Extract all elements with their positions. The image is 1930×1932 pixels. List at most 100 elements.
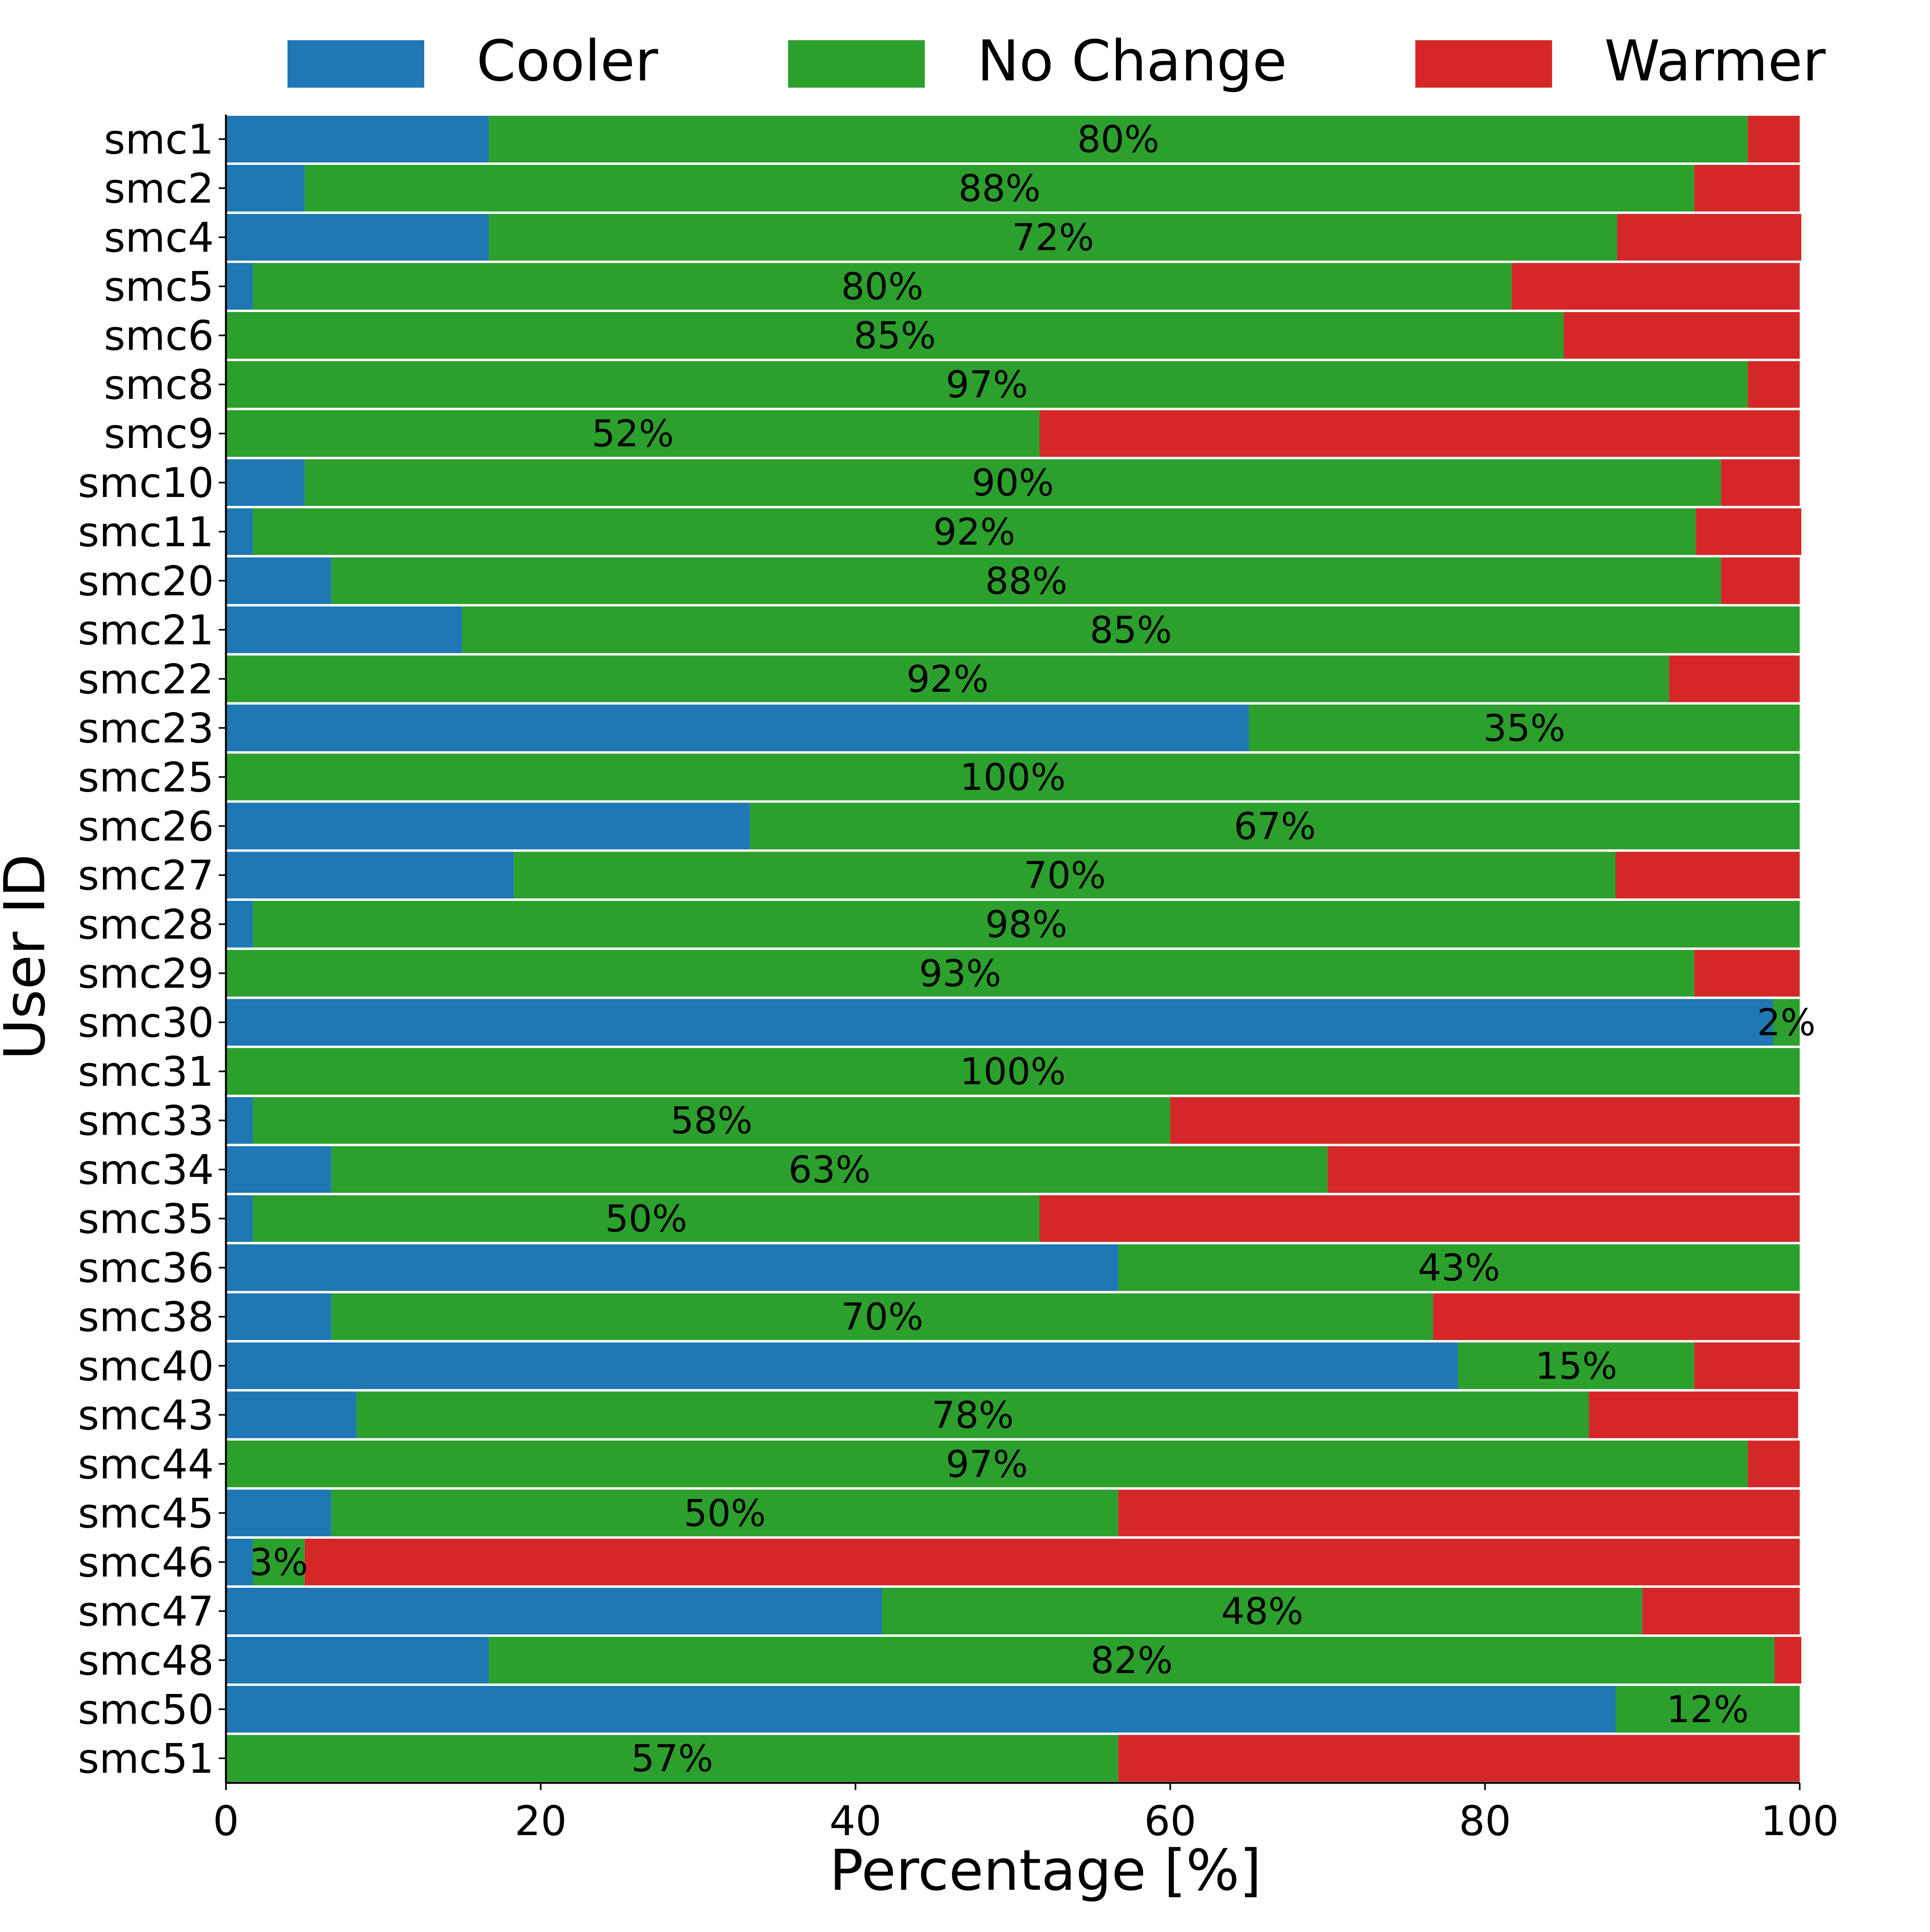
y-tick-label: smc25 bbox=[78, 754, 214, 801]
bar-segment-no-change bbox=[226, 950, 1694, 997]
bar-segment-warmer bbox=[1694, 1342, 1800, 1389]
y-tick-label: smc28 bbox=[78, 901, 214, 949]
data-label: 63% bbox=[788, 1148, 871, 1191]
bar-segment-cooler bbox=[226, 1538, 253, 1585]
legend-label-cooler: Cooler bbox=[476, 29, 658, 94]
data-label: 90% bbox=[972, 461, 1054, 504]
bar-segment-warmer bbox=[1039, 1195, 1800, 1242]
data-label: 78% bbox=[932, 1394, 1014, 1437]
bar-segment-no-change bbox=[489, 116, 1748, 163]
data-label: 85% bbox=[854, 314, 936, 357]
bar-segment-no-change bbox=[304, 165, 1694, 212]
bar-segment-warmer bbox=[304, 1538, 1800, 1585]
bar-segment-cooler bbox=[226, 1097, 253, 1144]
y-tick-label: smc9 bbox=[104, 410, 214, 458]
data-label: 50% bbox=[605, 1197, 687, 1240]
bar-segment-no-change bbox=[253, 1195, 1040, 1242]
bar-segment-warmer bbox=[1642, 1587, 1800, 1634]
bar-segment-no-change bbox=[514, 852, 1616, 899]
data-label: 98% bbox=[985, 903, 1067, 946]
bar-segment-cooler bbox=[226, 263, 253, 310]
bar-segment-warmer bbox=[1774, 1636, 1801, 1684]
data-label: 72% bbox=[1012, 216, 1094, 259]
bar-segment-warmer bbox=[1118, 1489, 1800, 1536]
bar-segment-warmer bbox=[1170, 1097, 1800, 1144]
bar-segment-cooler bbox=[226, 999, 1773, 1046]
data-labels-layer: 80%88%72%80%85%97%52%90%92%88%85%92%35%1… bbox=[249, 118, 1816, 1780]
bar-segment-cooler bbox=[226, 557, 332, 604]
bar-segment-no-change bbox=[489, 1636, 1775, 1684]
data-label: 97% bbox=[946, 1443, 1028, 1486]
bar-segment-warmer bbox=[1694, 950, 1800, 997]
data-label: 80% bbox=[1077, 118, 1159, 161]
bar-segment-cooler bbox=[226, 1686, 1616, 1733]
y-tick-label: smc45 bbox=[78, 1490, 214, 1538]
y-tick-label: smc1 bbox=[104, 116, 214, 164]
y-tick-label: smc48 bbox=[78, 1637, 214, 1685]
bar-segment-cooler bbox=[226, 1342, 1458, 1389]
y-tick-label: smc38 bbox=[78, 1293, 214, 1341]
bar-segment-no-change bbox=[226, 1735, 1119, 1782]
data-label: 35% bbox=[1483, 706, 1565, 749]
bar-segment-warmer bbox=[1616, 852, 1800, 899]
bar-segment-cooler bbox=[226, 1195, 253, 1242]
bar-segment-warmer bbox=[1039, 410, 1800, 457]
legend-label-warmer: Warmer bbox=[1604, 29, 1826, 94]
y-tick-label: smc36 bbox=[78, 1244, 214, 1292]
y-tick-label: smc29 bbox=[78, 950, 214, 998]
y-tick-label: smc2 bbox=[104, 165, 214, 213]
bar-segment-warmer bbox=[1747, 361, 1800, 408]
bar-segment-warmer bbox=[1694, 165, 1800, 212]
bar-segment-no-change bbox=[1773, 999, 1800, 1046]
bar-segment-no-change bbox=[882, 1587, 1643, 1634]
bar-segment-no-change bbox=[331, 1293, 1433, 1340]
axes-layer: smc1smc2smc4smc5smc6smc8smc9smc10smc11sm… bbox=[78, 115, 1839, 1845]
y-tick-label: smc4 bbox=[104, 214, 214, 262]
bar-segment-warmer bbox=[1747, 1440, 1800, 1487]
x-tick-label: 100 bbox=[1761, 1797, 1839, 1845]
data-label: 85% bbox=[1090, 608, 1172, 651]
bar-segment-cooler bbox=[226, 901, 253, 948]
bar-segment-cooler bbox=[226, 606, 462, 653]
bar-segment-no-change bbox=[226, 655, 1669, 702]
bar-segment-no-change bbox=[331, 1489, 1119, 1536]
y-tick-label: smc31 bbox=[78, 1048, 214, 1096]
y-tick-label: smc40 bbox=[78, 1343, 214, 1390]
x-tick-label: 60 bbox=[1144, 1797, 1197, 1845]
y-tick-label: smc21 bbox=[78, 606, 214, 654]
bar-segment-cooler bbox=[226, 116, 489, 163]
bar-segment-no-change bbox=[253, 1538, 305, 1585]
bar-segment-no-change bbox=[331, 557, 1721, 604]
bar-segment-no-change bbox=[1249, 704, 1800, 751]
bar-segment-cooler bbox=[226, 459, 305, 506]
y-tick-label: smc20 bbox=[78, 557, 214, 605]
y-tick-label: smc30 bbox=[78, 999, 214, 1047]
y-tick-label: smc47 bbox=[78, 1588, 214, 1636]
data-label: 43% bbox=[1418, 1246, 1500, 1289]
y-tick-label: smc44 bbox=[78, 1441, 214, 1489]
legend-label-no-change: No Change bbox=[977, 29, 1287, 94]
bar-segment-no-change bbox=[226, 1048, 1800, 1095]
bar-segment-no-change bbox=[253, 901, 1800, 948]
bar-segment-cooler bbox=[226, 1244, 1119, 1291]
y-tick-label: smc11 bbox=[78, 508, 214, 556]
bar-segment-no-change bbox=[226, 410, 1040, 457]
bar-segment-no-change bbox=[226, 361, 1748, 408]
bar-segment-cooler bbox=[226, 704, 1249, 751]
y-tick-label: smc5 bbox=[104, 263, 214, 311]
data-label: 82% bbox=[1090, 1639, 1172, 1682]
bar-segment-no-change bbox=[226, 754, 1800, 801]
bar-segment-cooler bbox=[226, 852, 514, 899]
y-tick-label: smc26 bbox=[78, 803, 214, 850]
data-label: 3% bbox=[249, 1541, 308, 1584]
y-tick-label: smc27 bbox=[78, 852, 214, 899]
data-label: 57% bbox=[631, 1737, 713, 1780]
bar-segment-no-change bbox=[750, 803, 1800, 850]
x-axis-label: Percentage [%] bbox=[829, 1838, 1261, 1903]
bar-segment-cooler bbox=[226, 1391, 357, 1438]
bar-segment-warmer bbox=[1696, 508, 1801, 555]
bar-segment-no-change bbox=[1118, 1244, 1800, 1291]
legend-swatch-cooler bbox=[287, 40, 424, 88]
bar-segment-warmer bbox=[1669, 655, 1800, 702]
